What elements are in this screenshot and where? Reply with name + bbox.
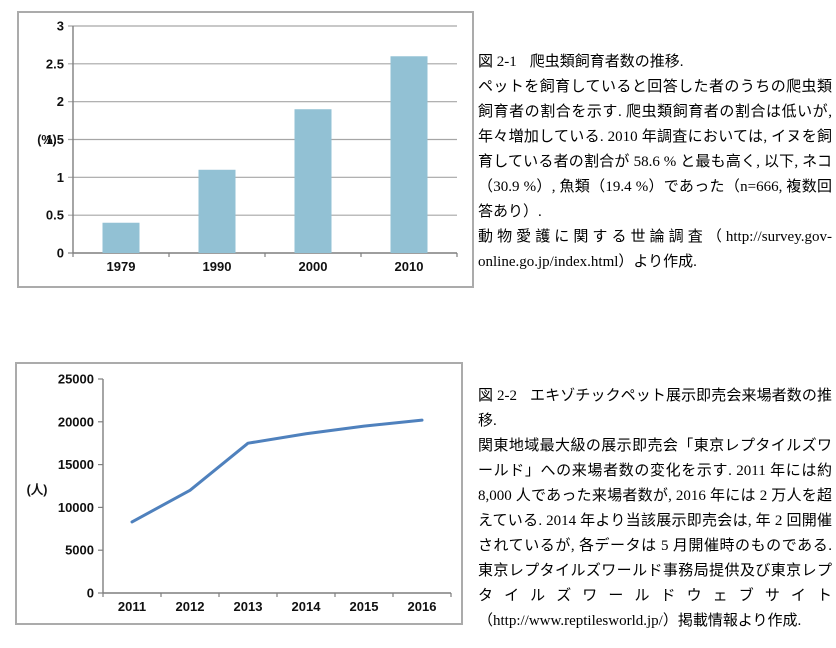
line-chart-figure-2-2: 0 5000 10000 15000 20000 25000 2011 2012 2013 201… [15, 362, 463, 625]
y-tick-label: 15000 [58, 457, 94, 472]
x-tick-label: 2015 [350, 599, 379, 614]
figure-title: エキゾチックペット展示即売会来場者数の推移. [478, 388, 832, 429]
y-tick-label: 10000 [58, 500, 94, 515]
x-tick-label: 2011 [118, 599, 146, 614]
figure-caption-source: 動物愛護に関する世論調査（http://survey.gov-online.go… [478, 229, 832, 270]
figure-2-2-caption: 図 2-2 エキゾチックペット展示即売会来場者数の推移. 関東地域最大級の展示即売… [478, 384, 832, 634]
y-tick-label: 2 [57, 94, 64, 109]
figure-caption-body: 関東地域最大級の展示即売会「東京レプタイルズワールド」への来場者数の変化を示す.… [478, 438, 832, 629]
bar [390, 56, 428, 254]
y-tick-label: 25000 [58, 372, 94, 387]
y-tick-label: 0 [57, 246, 64, 261]
x-tick-label: 1979 [107, 259, 136, 274]
bar [198, 169, 236, 253]
x-tick-label: 1990 [203, 259, 232, 274]
bar-chart-canvas: 0 0.5 1 1.5 2 2.5 3 1979 1990 2000 2010 (%) [37, 19, 458, 274]
figure-number: 図 2-2 [478, 388, 517, 404]
x-tick-label: 2013 [234, 599, 263, 614]
y-tick-label: 0.5 [46, 208, 64, 223]
figure-2-1-caption: 図 2-1 爬虫類飼育者数の推移. ペットを飼育していると回答した者のうちの爬虫類… [478, 50, 832, 275]
figure-caption-title-line: 図 2-2 エキゾチックペット展示即売会来場者数の推移. [478, 384, 832, 434]
y-axis-unit-label: (%) [37, 133, 56, 147]
figure-number: 図 2-1 [478, 54, 517, 70]
y-tick-label: 3 [57, 19, 64, 34]
x-tick-label: 2016 [408, 599, 437, 614]
figure-caption-body: ペットを飼育していると回答した者のうちの爬虫類飼育者の割合を示す. 爬虫類飼育者… [478, 79, 832, 220]
figure-title: 爬虫類飼育者数の推移. [529, 54, 684, 70]
bar-chart-figure-2-1: 0 0.5 1 1.5 2 2.5 3 1979 1990 2000 2010 (%) [17, 11, 474, 288]
y-axis-unit-label: (人) [27, 482, 48, 497]
line-series [130, 418, 424, 524]
y-tick-label: 5000 [65, 543, 94, 558]
bar [294, 109, 332, 253]
figure-caption-title-line: 図 2-1 爬虫類飼育者数の推移. [478, 50, 832, 75]
y-tick-label: 1 [57, 170, 64, 185]
line-chart-canvas: 0 5000 10000 15000 20000 25000 2011 2012 2013 201… [27, 372, 452, 614]
x-tick-label: 2014 [292, 599, 322, 614]
x-tick-label: 2012 [176, 599, 205, 614]
y-tick-label: 0 [87, 586, 94, 601]
y-tick-label: 1.5 [46, 132, 64, 147]
x-tick-label: 2000 [299, 259, 328, 274]
y-tick-label: 2.5 [46, 56, 64, 71]
y-tick-label: 20000 [58, 414, 94, 429]
bar [102, 222, 140, 253]
x-tick-label: 2010 [395, 259, 424, 274]
